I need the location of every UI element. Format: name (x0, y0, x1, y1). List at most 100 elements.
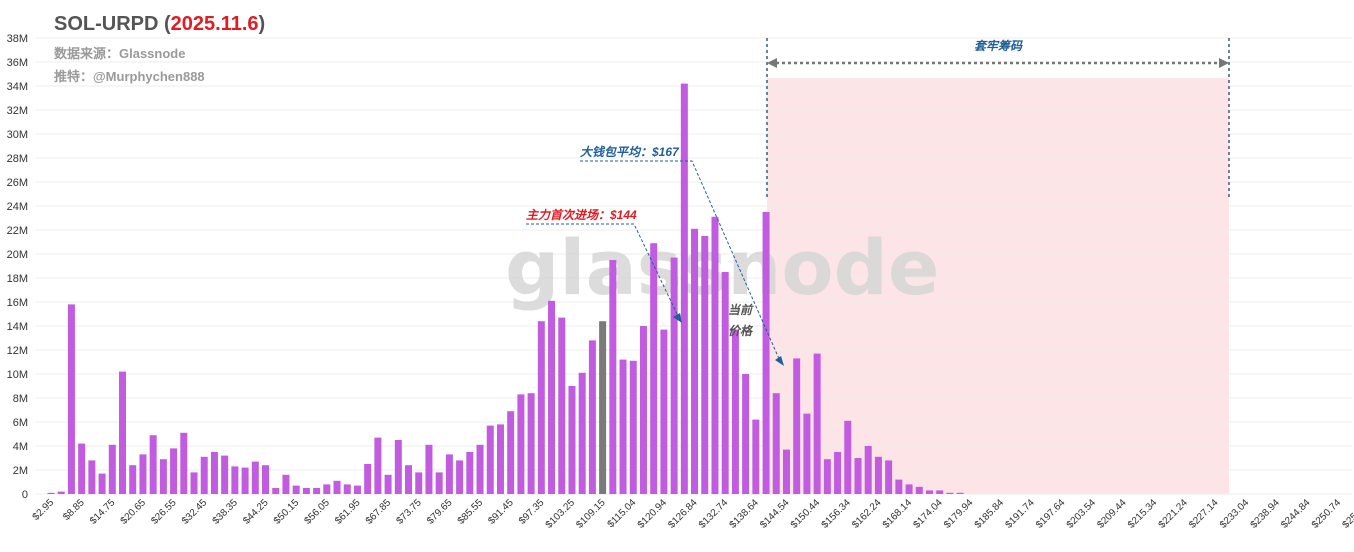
distribution-bar (885, 460, 893, 494)
distribution-bar (313, 488, 321, 494)
distribution-bar (680, 83, 688, 494)
distribution-bar (67, 304, 75, 494)
author-line: 推特：@Murphychen888 (54, 69, 205, 84)
distribution-bar (384, 474, 392, 494)
distribution-bar (742, 374, 750, 494)
x-tick-label: $156.34 (820, 497, 854, 531)
distribution-bar (262, 465, 270, 494)
distribution-bar (834, 452, 842, 494)
distribution-bar (425, 444, 433, 494)
distribution-bar (292, 485, 300, 494)
distribution-bar (415, 472, 423, 494)
x-tick-label: $38.35 (211, 497, 241, 527)
x-tick-label: $44.25 (241, 497, 271, 527)
y-tick-label: 18M (7, 273, 28, 285)
distribution-bar (221, 455, 229, 494)
y-tick-label: 10M (7, 369, 28, 381)
main-entry-arrowhead (673, 313, 682, 323)
y-tick-label: 24M (7, 201, 28, 213)
distribution-bar (762, 212, 770, 494)
y-tick-label: 8M (13, 393, 28, 405)
distribution-bar (588, 340, 596, 494)
x-tick-label: $67.85 (364, 497, 394, 527)
x-axis-ticks: $2.95 $8.85 $14.75 $20.65 $26.55 $32.45 $38.35… (31, 497, 1354, 531)
distribution-bar (180, 432, 188, 494)
x-tick-label: $256.64 (1341, 497, 1354, 531)
x-tick-label: $203.54 (1065, 497, 1099, 531)
distribution-bar (936, 490, 944, 494)
distribution-bar (517, 394, 525, 494)
x-tick-label: $8.85 (61, 497, 87, 523)
y-tick-label: 36M (7, 57, 28, 69)
distribution-bar (844, 420, 852, 494)
x-tick-label: $97.35 (517, 497, 547, 527)
distribution-bar (149, 435, 157, 494)
distribution-bar (98, 473, 106, 494)
distribution-bar (619, 359, 627, 494)
x-tick-label: $244.84 (1279, 497, 1313, 531)
chart-title: SOL-URPD (2025.11.6) (54, 13, 265, 35)
title-suffix: ) (259, 13, 266, 35)
x-tick-label: $162.24 (850, 497, 884, 531)
distribution-bar (251, 461, 259, 494)
current-price-label-line2: 价格 (728, 324, 754, 338)
y-tick-label: 6M (13, 417, 28, 429)
current-price-label-line1: 当前 (728, 303, 754, 317)
x-tick-label: $61.95 (333, 497, 363, 527)
distribution-bar (691, 228, 699, 495)
y-axis-ticks: 0 2M 4M 6M 8M 10M 12M 14M 16M 18M 20M 22M 24M 26M 28M 3… (7, 33, 28, 501)
distribution-bar (108, 444, 116, 494)
distribution-bar (343, 484, 351, 494)
whale-average-arrowhead (775, 356, 784, 366)
distribution-bar (272, 488, 280, 494)
distribution-bar (537, 321, 545, 494)
distribution-bar (660, 329, 668, 494)
x-tick-label: $14.75 (88, 497, 118, 527)
y-tick-label: 26M (7, 177, 28, 189)
trapped-zone-label: 套牢筹码 (974, 39, 1023, 53)
whale-average-label: 大钱包平均：$167 (580, 145, 680, 159)
y-tick-label: 22M (7, 225, 28, 237)
distribution-bar (47, 492, 55, 494)
title-prefix: SOL-URPD ( (54, 13, 171, 35)
distribution-bar (823, 459, 831, 494)
y-tick-label: 12M (7, 345, 28, 357)
distribution-bar (813, 353, 821, 494)
x-tick-label: $79.65 (425, 497, 455, 527)
distribution-bar (854, 458, 862, 494)
distribution-bar (772, 393, 780, 494)
distribution-bar (527, 393, 535, 494)
distribution-bar (364, 464, 372, 494)
bar-series (47, 83, 964, 495)
distribution-bar (170, 448, 178, 494)
x-tick-label: $197.64 (1034, 497, 1068, 531)
distribution-bar (159, 459, 167, 494)
distribution-bar (302, 488, 310, 494)
y-tick-label: 32M (7, 105, 28, 117)
distribution-bar (782, 449, 790, 494)
arrow-head-right (1219, 58, 1229, 68)
distribution-bar (435, 472, 443, 494)
x-tick-label: $215.34 (1126, 497, 1160, 531)
x-tick-label: $250.74 (1310, 497, 1344, 531)
distribution-bar (323, 484, 331, 494)
main-entry-label: 主力首次进场：$144 (526, 208, 637, 222)
x-tick-label: $56.05 (303, 497, 333, 527)
distribution-bar (374, 437, 382, 494)
distribution-bar (721, 272, 729, 494)
y-tick-label: 28M (7, 153, 28, 165)
x-tick-label: $238.94 (1249, 497, 1283, 531)
x-tick-label: $20.65 (119, 497, 149, 527)
distribution-bar (905, 484, 913, 494)
distribution-bar (946, 492, 954, 494)
distribution-bar (915, 486, 923, 494)
distribution-bar (139, 454, 147, 494)
title-date: 2025.11.6 (171, 13, 259, 35)
distribution-bar (711, 216, 719, 495)
x-tick-label: $209.44 (1095, 497, 1129, 531)
y-tick-label: 20M (7, 249, 28, 261)
distribution-bar (88, 460, 96, 494)
x-tick-label: $85.55 (456, 497, 486, 527)
distribution-bar (629, 360, 637, 494)
